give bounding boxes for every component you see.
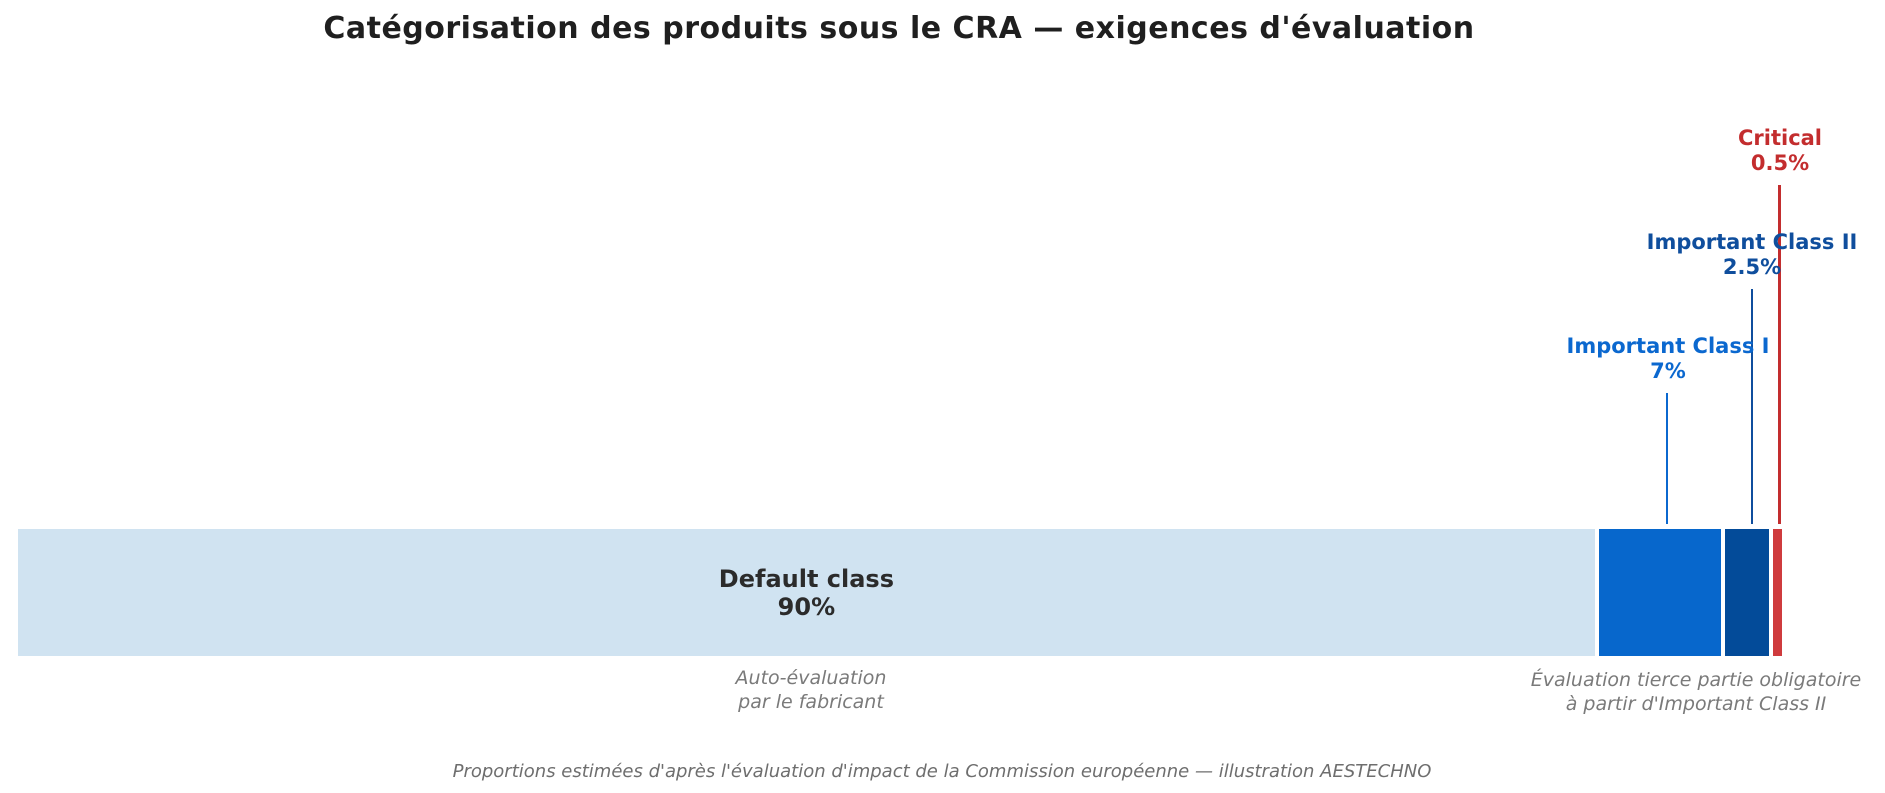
label-important-class-1-name: Important Class I — [1566, 334, 1770, 358]
bar-segment-critical — [1773, 529, 1782, 656]
leader-line-important-class-1 — [1666, 393, 1668, 524]
annotation-third-party-line1: Évaluation tierce partie obligatoire — [1530, 669, 1862, 691]
default-class-inside-label: Default class 90% — [719, 565, 894, 621]
label-important-class-1-pct: 7% — [1650, 359, 1686, 383]
annotation-third-party-line2: à partir d'Important Class II — [1565, 693, 1827, 715]
chart-title: Catégorisation des produits sous le CRA … — [323, 11, 1475, 46]
annotation-third-party: Évaluation tierce partie obligatoire à p… — [1531, 668, 1861, 716]
label-important-class-2-pct: 2.5% — [1722, 255, 1782, 279]
bar-segment-important-class-2 — [1725, 529, 1770, 656]
label-critical-name: Critical — [1737, 126, 1823, 150]
annotation-self-assessment-line1: Auto-évaluation — [735, 667, 887, 689]
stacked-bar: Default class 90% — [18, 529, 1782, 656]
label-important-class-1: Important Class I 7% — [1567, 334, 1770, 384]
leader-line-critical — [1778, 185, 1781, 524]
footnote: Proportions estimées d'après l'évaluatio… — [452, 761, 1432, 782]
default-class-name: Default class — [718, 564, 894, 593]
annotation-self-assessment-line2: par le fabricant — [738, 691, 884, 713]
leader-line-important-class-2 — [1751, 289, 1753, 524]
label-important-class-2-name: Important Class II — [1646, 230, 1858, 254]
annotation-self-assessment: Auto-évaluation par le fabricant — [736, 666, 887, 714]
bar-segment-default-class: Default class 90% — [18, 529, 1595, 656]
label-critical: Critical 0.5% — [1738, 126, 1822, 176]
label-critical-pct: 0.5% — [1750, 151, 1810, 175]
default-class-pct: 90% — [777, 592, 836, 621]
bar-segment-important-class-1 — [1598, 529, 1722, 656]
label-important-class-2: Important Class II 2.5% — [1647, 230, 1858, 280]
